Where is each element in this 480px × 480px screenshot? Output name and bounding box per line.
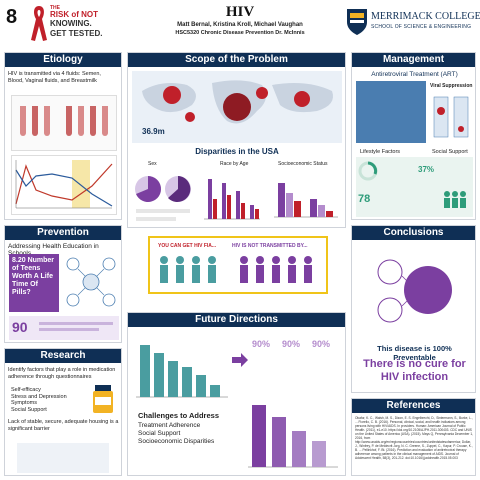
future-header: Future Directions	[128, 313, 345, 327]
disparities-title: Disparities in the USA	[195, 147, 279, 156]
poster-title: HIV	[225, 4, 255, 20]
sex-label: Sex	[148, 161, 157, 167]
research-intro: Identify factors that play a role in med…	[8, 367, 116, 380]
etiology-text: HIV is transmitted via 4 fluids: Semen, …	[8, 71, 101, 84]
transmission-banner: YOU CAN GET HIV FIA... HIV IS NOT TRANSM…	[148, 236, 328, 294]
viral-title: Viral Suppression	[430, 83, 473, 89]
references-panel: References Okafor, K. C., Walsh, M. S., …	[351, 398, 476, 476]
art-info-box	[356, 81, 426, 143]
pill-bottle-icon	[93, 385, 113, 413]
prevention-header: Prevention	[5, 226, 121, 240]
conclusion-statement-1: This disease is 100% Preventable	[377, 344, 452, 362]
management-header: Management	[352, 53, 475, 67]
lifestyle-title: Lifestyle Factors	[360, 149, 401, 155]
target-90-3: 90%	[312, 339, 331, 349]
future-panel: Future Directions 90% 90% 90% Challenges…	[127, 312, 346, 476]
social-title: Social Support	[432, 149, 468, 155]
conclusion-statement-2: There is no cure for HIV infection	[363, 358, 466, 383]
scope-header: Scope of the Problem	[128, 53, 345, 67]
arrow-right-icon	[232, 353, 248, 367]
etiology-panel: Etiology HIV is transmitted via 4 fluids…	[4, 52, 122, 220]
research-bullet-4: Social Support	[11, 406, 47, 413]
research-bullet-3: Symptoms	[11, 400, 37, 406]
left-logo: THE RISK of NOT KNOWING. GET TESTED.	[30, 4, 108, 44]
college-shield-icon	[347, 9, 367, 35]
logo-line1: THE	[50, 5, 60, 11]
poster-authors: Matt Bernal, Kristina Kroll, Michael Vau…	[177, 22, 303, 28]
viral-suppression-chart	[433, 96, 469, 138]
logo-line4: GET TESTED.	[50, 29, 103, 38]
people-icon	[444, 191, 466, 208]
challenges-title: Challenges to Address	[138, 411, 219, 420]
logo-line2: RISK of NOT	[50, 10, 98, 19]
challenge-1: Treatment Adherence	[138, 422, 201, 429]
conclusions-header: Conclusions	[352, 226, 475, 240]
art-title: Antiretroviral Treatment (ART)	[371, 71, 458, 78]
etiology-header: Etiology	[5, 53, 121, 67]
banner-left-text: YOU CAN GET HIV FIA...	[158, 243, 217, 249]
poster-course: HSC5320 Chronic Disease Prevention Dr. M…	[175, 30, 305, 36]
infection-timeline-chart	[11, 155, 117, 215]
references-text: Okafor, K. C., Walsh, M. S., Dizon, E. S…	[355, 416, 473, 460]
transmission-people-icon	[160, 256, 312, 283]
research-header: Research	[5, 349, 121, 363]
conclusions-cycle-diagram	[377, 259, 452, 323]
future-bar-chart	[136, 345, 228, 398]
global-stat: 36.9m	[142, 127, 165, 136]
prevention-stat: 90	[12, 319, 28, 335]
research-bullet-1: Self-efficacy	[11, 387, 41, 393]
fluid-tubes-figure	[11, 95, 117, 151]
target-90-1: 90%	[252, 339, 271, 349]
race-label: Race by Age	[220, 161, 249, 167]
sex-pie-charts	[135, 176, 191, 221]
ses-bar-chart	[274, 183, 338, 218]
research-bullets: Self-efficacy Stress and Depression Symp…	[11, 387, 71, 413]
college-school: SCHOOL OF SCIENCE & ENGINEERING	[371, 24, 472, 30]
scope-panel: Scope of the Problem 36.9m Disparities i…	[127, 52, 346, 228]
housing-figure	[17, 443, 109, 473]
prevention-callout: 8.20 Number of Teens Worth A Life Time O…	[9, 254, 59, 312]
research-closing: Lack of stable, secure, adequate housing…	[8, 419, 119, 432]
cascade-bar-chart	[248, 405, 338, 468]
target-90-2: 90%	[282, 339, 301, 349]
race-bar-chart	[204, 179, 260, 220]
management-panel: Management Antiretroviral Treatment (ART…	[351, 52, 476, 220]
banner-right-text: HIV IS NOT TRANSMITTED BY...	[232, 243, 308, 249]
pct-ring-icon	[358, 161, 378, 181]
challenge-3: Socioeconomic Disparities	[138, 438, 215, 445]
conclusions-panel: Conclusions This disease is 100% Prevent…	[351, 225, 476, 393]
prevention-subtitle: Addressing Health Education in Schools	[8, 243, 99, 257]
research-bullet-2: Stress and Depression	[11, 393, 67, 400]
ses-label: Socioeconomic Status	[278, 161, 328, 167]
prevention-stat-box: 90	[9, 316, 119, 340]
pct-37: 37%	[418, 165, 435, 174]
prevention-panel: Prevention Addressing Health Education i…	[4, 225, 122, 343]
research-panel: Research Identify factors that play a ro…	[4, 348, 122, 476]
poster-number: 8	[6, 6, 18, 28]
future-challenges: Challenges to Address Treatment Adherenc…	[138, 411, 238, 446]
logo-line3: KNOWING.	[50, 19, 92, 28]
awareness-ribbon-icon	[31, 6, 47, 41]
lifestyle-box: 37% 78	[356, 157, 473, 217]
pct-78: 78	[358, 193, 371, 205]
references-header: References	[352, 399, 475, 413]
right-logo: MERRIMACK COLLEGE SCHOOL OF SCIENCE & EN…	[346, 6, 480, 40]
challenge-2: Social Support	[138, 430, 181, 437]
college-name: MERRIMACK COLLEGE	[371, 11, 480, 22]
world-map-figure: 36.9m	[132, 71, 342, 143]
education-diagram	[66, 257, 116, 307]
